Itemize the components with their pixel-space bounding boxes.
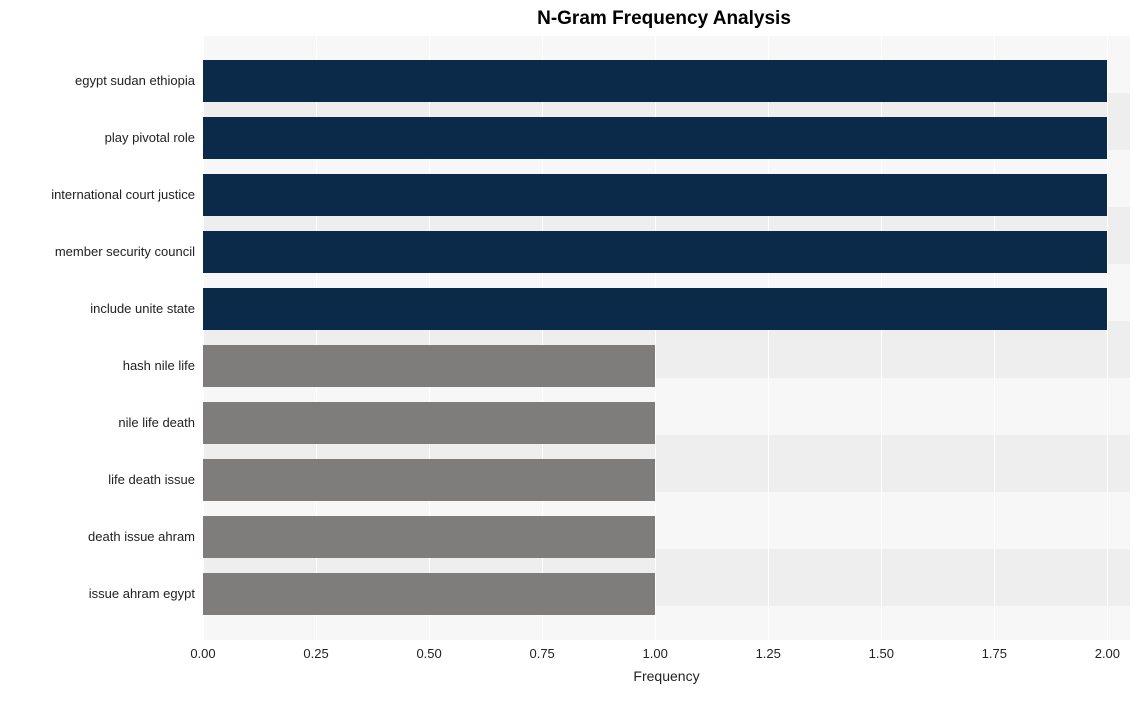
chart-title: N-Gram Frequency Analysis (8, 8, 1130, 30)
x-tick-label: 0.25 (303, 646, 328, 661)
x-axis: Frequency 0.000.250.500.751.001.251.501.… (203, 640, 1130, 690)
bar (203, 117, 1107, 159)
y-category-label: issue ahram egypt (8, 565, 203, 622)
x-tick-label: 1.25 (756, 646, 781, 661)
x-tick-label: 0.50 (416, 646, 441, 661)
y-axis: egypt sudan ethiopiaplay pivotal roleint… (8, 36, 203, 640)
bar (203, 345, 655, 387)
plot-area: egypt sudan ethiopiaplay pivotal roleint… (8, 36, 1130, 640)
plot-grid (203, 36, 1130, 640)
y-category-label: play pivotal role (8, 109, 203, 166)
y-category-label: egypt sudan ethiopia (8, 52, 203, 109)
bar (203, 459, 655, 501)
bar (203, 288, 1107, 330)
bar (203, 174, 1107, 216)
x-tick-label: 0.00 (190, 646, 215, 661)
y-category-label: death issue ahram (8, 508, 203, 565)
ngram-frequency-chart: N-Gram Frequency Analysis egypt sudan et… (8, 8, 1130, 690)
y-category-label: life death issue (8, 451, 203, 508)
x-axis-label: Frequency (203, 668, 1130, 684)
gridline (1107, 36, 1108, 640)
x-tick-label: 1.75 (982, 646, 1007, 661)
bar (203, 516, 655, 558)
x-tick-label: 1.00 (643, 646, 668, 661)
y-category-label: hash nile life (8, 337, 203, 394)
x-tick-label: 0.75 (529, 646, 554, 661)
y-category-label: include unite state (8, 280, 203, 337)
y-category-label: international court justice (8, 166, 203, 223)
y-category-label: member security council (8, 223, 203, 280)
bar (203, 231, 1107, 273)
x-tick-label: 1.50 (869, 646, 894, 661)
x-tick-label: 2.00 (1095, 646, 1120, 661)
bar (203, 402, 655, 444)
bar (203, 60, 1107, 102)
y-category-label: nile life death (8, 394, 203, 451)
bar (203, 573, 655, 615)
